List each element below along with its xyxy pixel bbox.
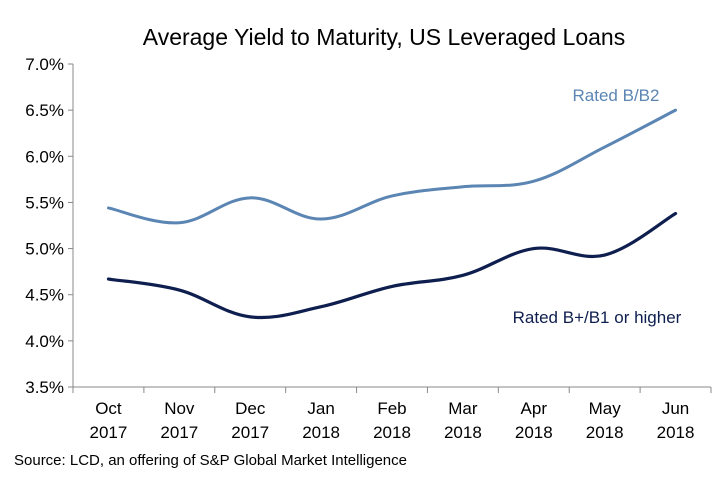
x-tick-label-month: Oct	[95, 399, 122, 418]
x-tick-label-month: Jan	[307, 399, 334, 418]
x-tick-label-year: 2017	[231, 423, 269, 442]
x-tick-label-month: Mar	[448, 399, 478, 418]
x-tick-label-year: 2018	[373, 423, 411, 442]
x-tick-label-month: Dec	[235, 399, 266, 418]
series-line-rated-b-b2	[106, 108, 678, 225]
y-tick-label: 5.5%	[25, 193, 64, 212]
x-tick-label-year: 2018	[515, 423, 553, 442]
y-tick-label: 6.0%	[25, 147, 64, 166]
y-tick-label: 4.0%	[25, 332, 64, 351]
series-group: Rated B/B2 Rated B+/B1 or higher	[106, 86, 682, 327]
series-label: Rated B/B2	[573, 86, 660, 105]
x-tick-label-year: 2018	[657, 423, 695, 442]
x-tick-label-month: Feb	[377, 399, 406, 418]
x-tick-label-year: 2017	[90, 423, 128, 442]
x-tick-label-month: Jun	[662, 399, 689, 418]
x-tick-label-month: May	[589, 399, 622, 418]
y-tick-label: 7.0%	[25, 55, 64, 74]
y-tick-label: 5.0%	[25, 240, 64, 259]
source-note: Source: LCD, an offering of S&P Global M…	[14, 452, 407, 469]
x-tick-label-year: 2018	[586, 423, 624, 442]
x-tick-label-year: 2018	[444, 423, 482, 442]
series-label: Rated B+/B1 or higher	[513, 308, 682, 327]
x-tick-label-year: 2017	[160, 423, 198, 442]
chart-title: Average Yield to Maturity, US Leveraged …	[143, 24, 625, 50]
y-tick-label: 3.5%	[25, 378, 64, 397]
x-tick-label-month: Nov	[164, 399, 195, 418]
x-tick-label-year: 2018	[302, 423, 340, 442]
y-tick-label: 4.5%	[25, 286, 64, 305]
y-tick-label: 6.5%	[25, 101, 64, 120]
series-line-rated-b-plus-b1-or-higher	[106, 211, 678, 320]
axes: 3.5% 4.0% 4.5% 5.0% 5.5% 6.0% 6.5% 7.0% Oct 2017 N…	[25, 55, 712, 442]
x-tick-label-month: Apr	[521, 399, 548, 418]
